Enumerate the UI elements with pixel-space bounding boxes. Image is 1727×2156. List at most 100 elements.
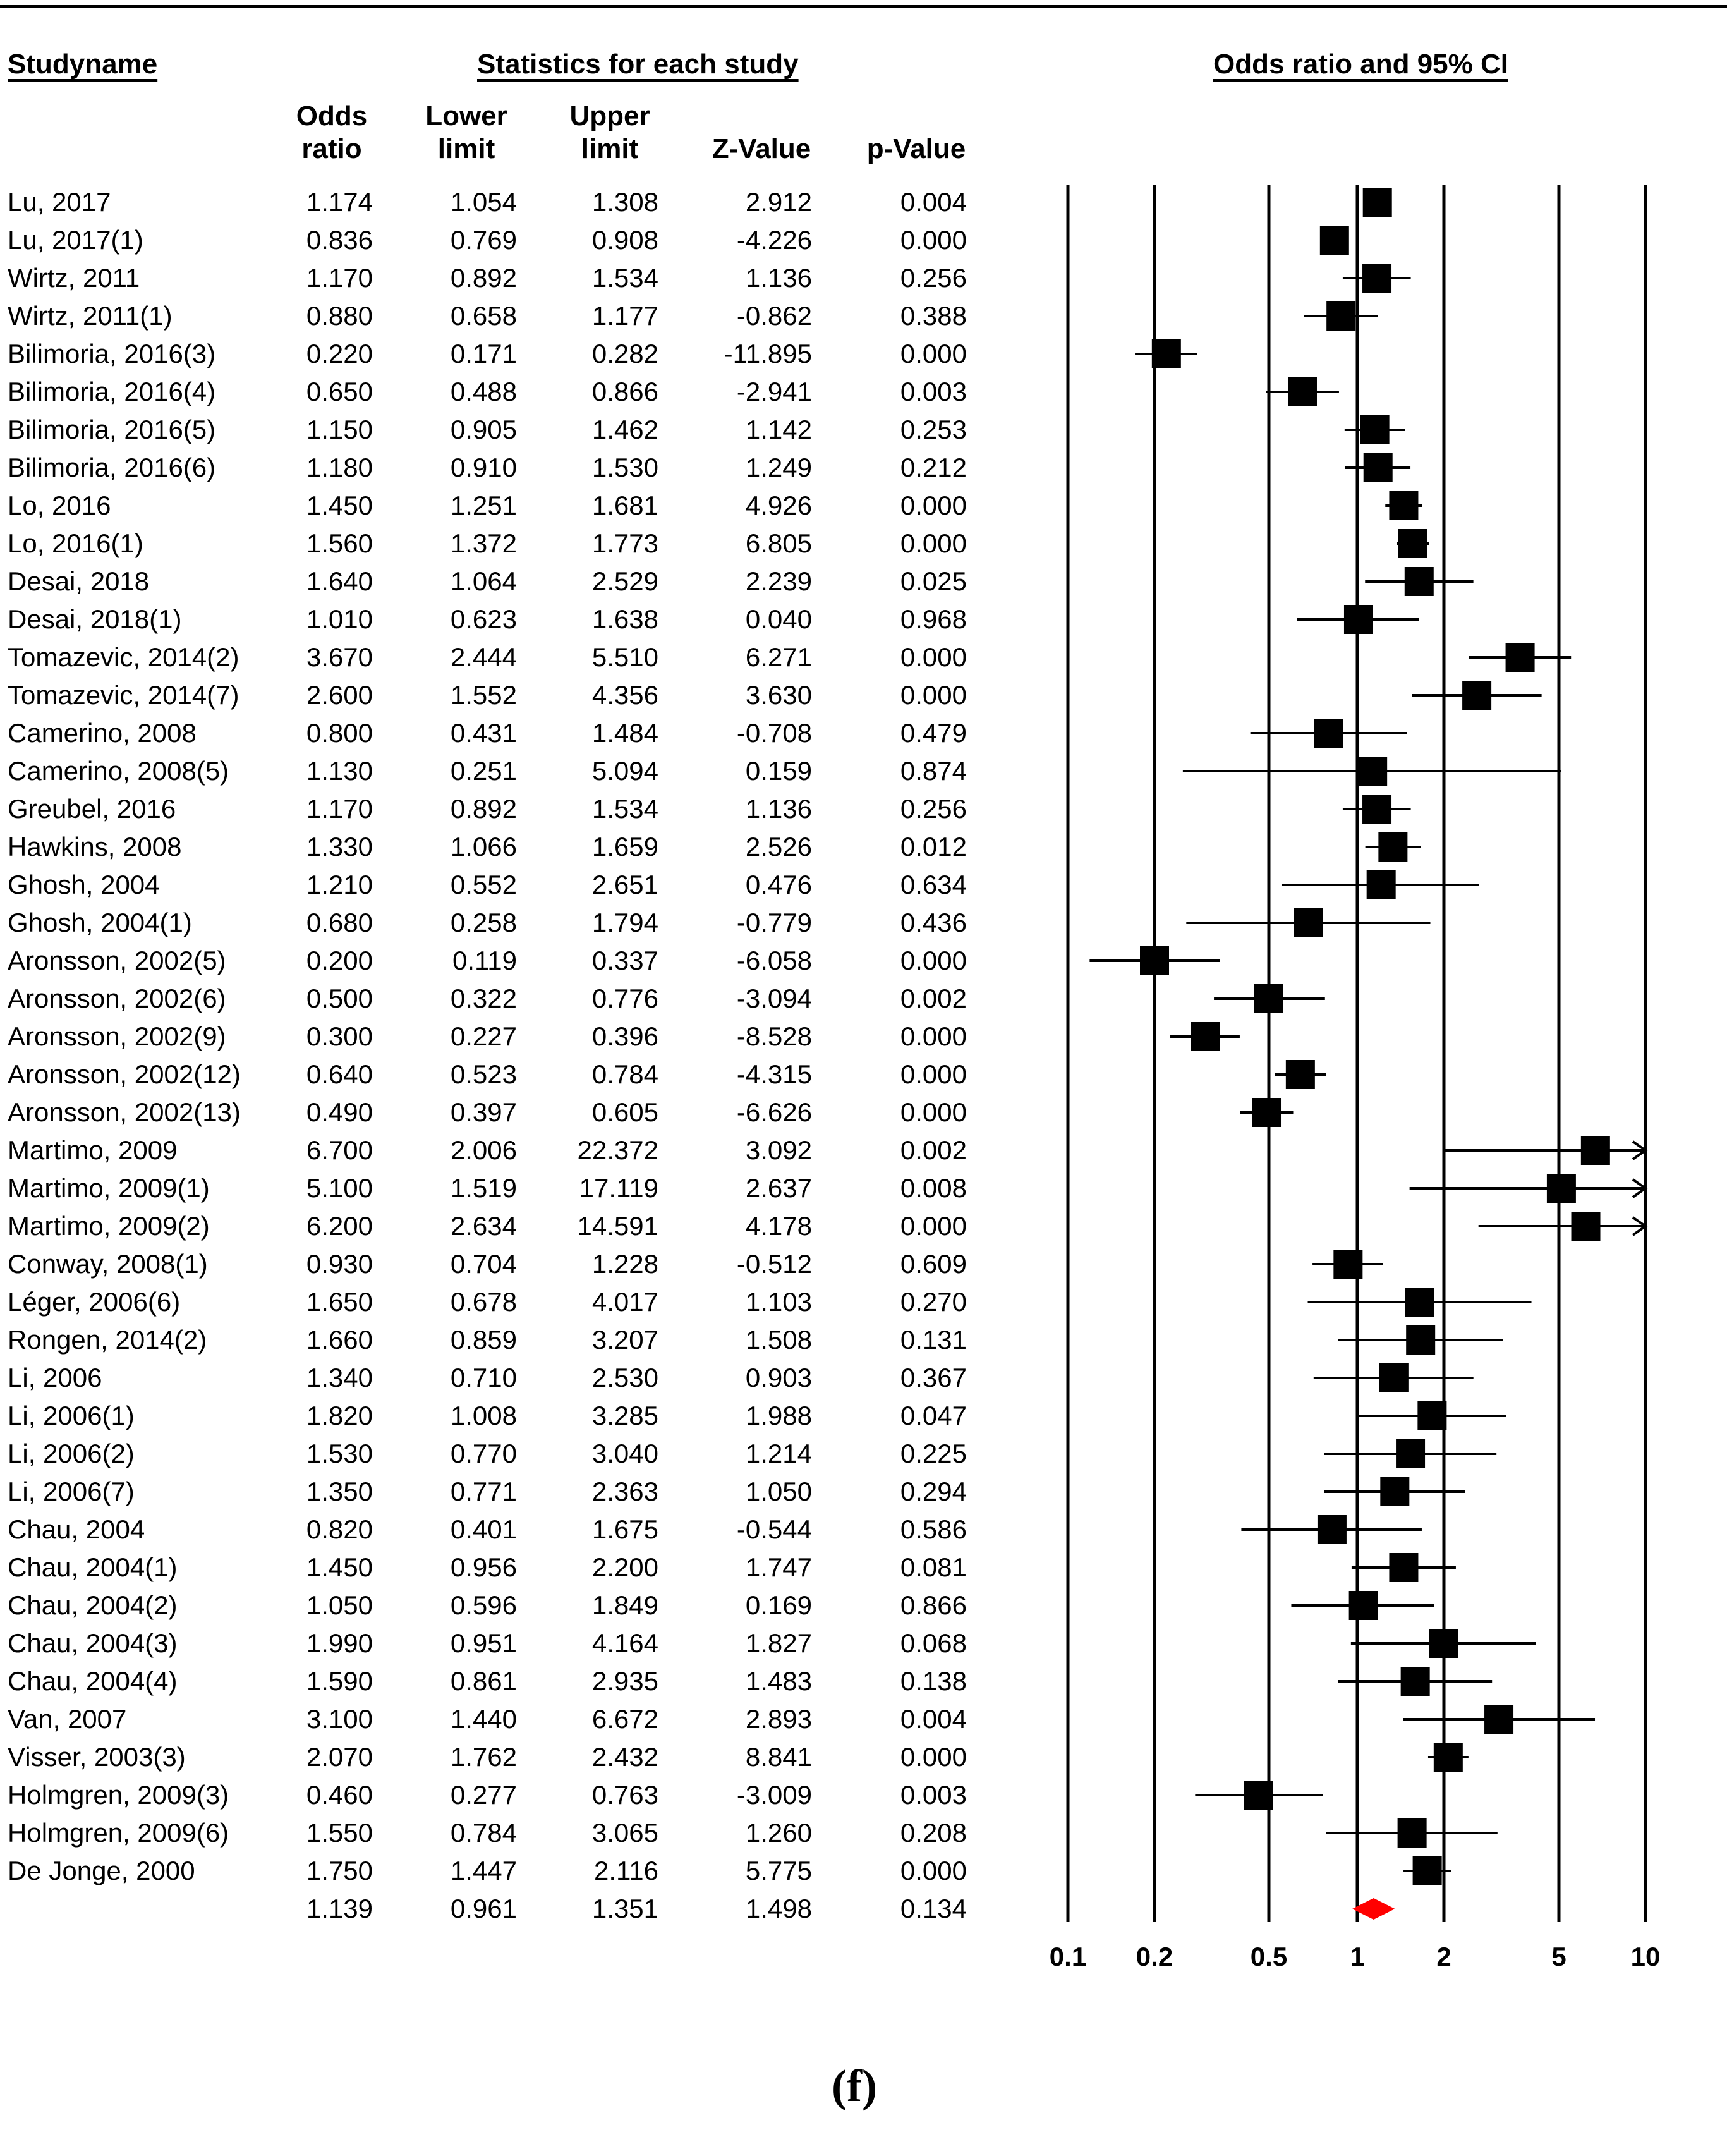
z-cell: 1.136 <box>745 263 812 293</box>
p-cell: 0.008 <box>900 1173 967 1203</box>
odds-ratio-column-header: Odds ratio <box>272 100 392 166</box>
p-cell: 0.256 <box>900 794 967 824</box>
upper-cell: 4.164 <box>591 1628 658 1658</box>
lower-cell: 2.634 <box>450 1211 517 1241</box>
lower-cell: 0.892 <box>450 794 517 824</box>
z-cell: 3.630 <box>745 680 812 710</box>
z-cell: 2.526 <box>745 832 812 862</box>
z-value-column-header: Z-Value <box>712 133 811 164</box>
study-name-cell: Rongen, 2014(2) <box>8 1325 207 1355</box>
study-name-cell: Bilimoria, 2016(5) <box>8 415 216 444</box>
statistics-table: Lu, 2017 1.174 1.054 1.308 2.912 0.004 Lu, 201… <box>8 187 967 1923</box>
z-cell: -0.862 <box>736 301 812 331</box>
point-marker <box>1389 491 1419 520</box>
upper-cell: 2.529 <box>591 566 658 596</box>
lower-cell: 1.372 <box>450 528 517 558</box>
p-cell: 0.270 <box>900 1287 967 1317</box>
lower-cell: 0.861 <box>450 1666 517 1696</box>
or-cell: 3.670 <box>306 642 373 672</box>
point-marker <box>1404 567 1434 596</box>
z-cell: 6.271 <box>745 642 812 672</box>
upper-cell: 2.116 <box>594 1856 658 1885</box>
upper-cell: 2.200 <box>591 1552 658 1582</box>
point-marker <box>1343 605 1373 634</box>
or-cell: 6.200 <box>306 1211 373 1241</box>
z-cell: 1.827 <box>745 1628 812 1658</box>
p-cell: 0.004 <box>900 1704 967 1734</box>
study-name-cell: Bilimoria, 2016(6) <box>8 453 216 482</box>
or-cell: 0.820 <box>306 1514 373 1544</box>
p-cell: 0.000 <box>900 339 967 368</box>
lower-cell: 0.704 <box>450 1249 517 1279</box>
study-name-cell: Li, 2006(2) <box>8 1439 135 1468</box>
p-cell: 0.004 <box>900 187 967 217</box>
z-cell: -0.779 <box>736 908 812 937</box>
p-cell: 0.000 <box>900 225 967 255</box>
z-cell: 0.159 <box>745 756 812 786</box>
point-marker <box>1429 1629 1458 1658</box>
lower-cell: 0.596 <box>450 1590 517 1620</box>
or-cell: 0.800 <box>306 718 373 748</box>
upper-cell: 3.285 <box>591 1401 658 1430</box>
lower-cell: 0.431 <box>450 718 517 748</box>
point-marker <box>1244 1781 1273 1810</box>
upper-cell: 3.207 <box>591 1325 658 1355</box>
or-cell: 0.650 <box>306 377 373 406</box>
p-cell: 0.000 <box>900 1856 967 1885</box>
x-tick-label: 10 <box>1631 1942 1661 1971</box>
lower-cell: 1.440 <box>450 1704 517 1734</box>
or-cell: 1.660 <box>306 1325 373 1355</box>
lower-cell: 1.066 <box>450 832 517 862</box>
upper-cell: 2.651 <box>591 870 658 899</box>
upper-cell: 1.177 <box>591 301 658 331</box>
point-marker <box>1366 870 1396 899</box>
lower-cell: 0.623 <box>450 604 517 634</box>
study-name-cell: Martimo, 2009(1) <box>8 1173 210 1203</box>
study-name-cell: Aronsson, 2002(6) <box>8 984 226 1013</box>
study-name-cell: Wirtz, 2011(1) <box>8 301 173 331</box>
odds-ratio-ci-header: Odds ratio and 95% CI <box>1213 49 1508 80</box>
forest-plot: 0.1 0.2 0.5 1 2 5 10 <box>1050 185 1661 1971</box>
study-name-cell: Martimo, 2009(2) <box>8 1211 210 1241</box>
lower-cell: 0.956 <box>450 1552 517 1582</box>
point-marker <box>1348 1591 1378 1620</box>
lower-cell: 2.006 <box>450 1135 517 1165</box>
upper-cell: 17.119 <box>579 1173 658 1203</box>
x-tick-label: 1 <box>1350 1942 1364 1971</box>
p-cell: 0.256 <box>900 263 967 293</box>
point-marker <box>1433 1743 1463 1772</box>
lower-cell: 1.762 <box>450 1742 517 1772</box>
z-cell: 1.988 <box>745 1401 812 1430</box>
or-cell: 1.050 <box>306 1590 373 1620</box>
upper-cell: 0.396 <box>591 1021 658 1051</box>
p-cell: 0.609 <box>900 1249 967 1279</box>
point-marker <box>1405 1288 1434 1317</box>
z-cell: -0.512 <box>736 1249 812 1279</box>
odds-header-line2: ratio <box>301 133 362 164</box>
lower-cell: 0.277 <box>450 1780 517 1810</box>
odds-header-line1: Odds <box>296 100 368 131</box>
upper-cell: 0.784 <box>591 1059 658 1089</box>
lower-cell: 0.784 <box>450 1818 517 1848</box>
or-cell: 1.990 <box>306 1628 373 1658</box>
z-cell: 0.476 <box>745 870 812 899</box>
study-name-cell: Lu, 2017(1) <box>8 225 143 255</box>
z-cell: 1.103 <box>745 1287 812 1317</box>
point-marker <box>1294 908 1323 937</box>
z-cell: -4.226 <box>736 225 812 255</box>
upper-cell: 1.638 <box>591 604 658 634</box>
point-marker <box>1398 529 1427 558</box>
or-cell: 1.530 <box>306 1439 373 1468</box>
ci-arrow <box>1632 1178 1648 1198</box>
study-name-cell: Aronsson, 2002(13) <box>8 1097 241 1127</box>
lower-header-line2: limit <box>437 133 495 164</box>
p-cell: 0.012 <box>900 832 967 862</box>
upper-cell: 3.040 <box>591 1439 658 1468</box>
z-cell: -8.528 <box>736 1021 812 1051</box>
upper-cell: 2.363 <box>591 1477 658 1506</box>
or-cell: 1.170 <box>306 263 373 293</box>
z-cell: 1.508 <box>745 1325 812 1355</box>
point-marker <box>1389 1553 1419 1582</box>
upper-cell: 4.017 <box>591 1287 658 1317</box>
study-name-cell: Ghosh, 2004(1) <box>8 908 192 937</box>
